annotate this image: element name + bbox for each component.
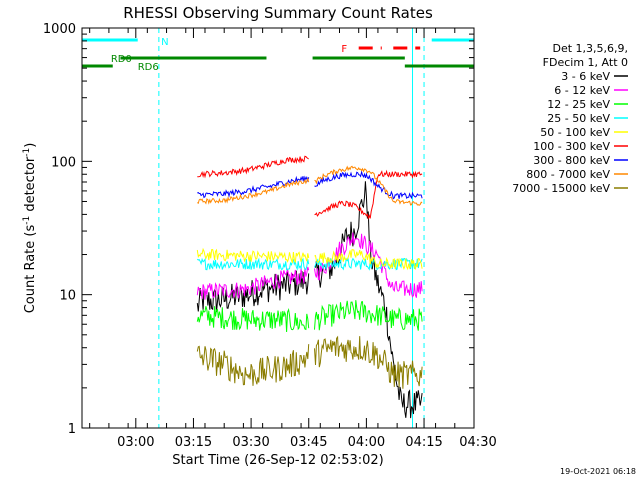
series-line — [314, 169, 423, 220]
y-axis-label: Count Rate (s-1 detector-1) — [22, 143, 38, 314]
series-100---300-keV — [197, 155, 423, 220]
series-3---6-keV — [196, 181, 423, 419]
x-axis-label: Start Time (26-Sep-12 02:53:02) — [172, 453, 383, 468]
x-tick-label: 03:15 — [175, 435, 212, 450]
legend-entry: 6 - 12 keV — [554, 84, 610, 97]
series-line — [314, 335, 423, 389]
chart-title: RHESSI Observing Summary Count Rates — [123, 4, 433, 22]
x-tick-label: 04:30 — [459, 435, 496, 450]
state-label: F — [341, 44, 347, 55]
series-line — [196, 270, 310, 313]
series-800---7000-keV — [197, 165, 423, 206]
y-tick-label: 1000 — [43, 22, 76, 37]
series-line — [314, 249, 423, 271]
legend-entry: 3 - 6 keV — [561, 70, 610, 83]
series-line — [314, 257, 423, 271]
legend-header: Det 1,3,5,6,9, — [552, 42, 628, 55]
series-line — [197, 175, 310, 199]
legend-entry: 7000 - 15000 keV — [512, 182, 610, 195]
series-line — [196, 266, 310, 300]
x-tick-label: 03:45 — [290, 435, 327, 450]
series-25---50-keV — [196, 257, 423, 271]
series-line — [314, 165, 423, 206]
series-line — [314, 300, 423, 331]
series-line — [197, 155, 309, 179]
series-7000---15000-keV — [196, 335, 423, 389]
y-tick-label: 1 — [68, 422, 76, 437]
state-label: N — [161, 37, 168, 48]
footer-timestamp: 19-Oct-2021 06:18 — [560, 467, 636, 476]
legend-entry: 50 - 100 keV — [540, 126, 610, 139]
legend-entry: 100 - 300 keV — [533, 140, 610, 153]
legend-entry: 300 - 800 keV — [533, 154, 610, 167]
y-tick-label: 10 — [59, 289, 76, 304]
series-50---100-keV — [196, 247, 423, 271]
y-tick-label: 100 — [51, 155, 76, 170]
series-line — [196, 344, 310, 386]
series-line — [314, 170, 423, 200]
legend-entry: 25 - 50 keV — [547, 112, 610, 125]
series-line — [196, 257, 310, 271]
legend-entry: 12 - 25 keV — [547, 98, 610, 111]
state-label: RD6 — [138, 62, 159, 73]
x-tick-label: 04:15 — [405, 435, 442, 450]
x-tick-label: 03:30 — [232, 435, 269, 450]
x-tick-label: 03:00 — [117, 435, 154, 450]
series-12---25-keV — [196, 300, 423, 333]
series-line — [314, 232, 423, 298]
x-tick-label: 04:00 — [348, 435, 385, 450]
series-line — [196, 306, 310, 333]
legend-header: FDecim 1, Att 0 — [543, 56, 628, 69]
series-line — [197, 177, 310, 205]
state-label: RD0 — [111, 54, 132, 65]
plot-frame — [81, 27, 475, 429]
legend-entry: 800 - 7000 keV — [526, 168, 610, 181]
series-line — [196, 247, 310, 263]
